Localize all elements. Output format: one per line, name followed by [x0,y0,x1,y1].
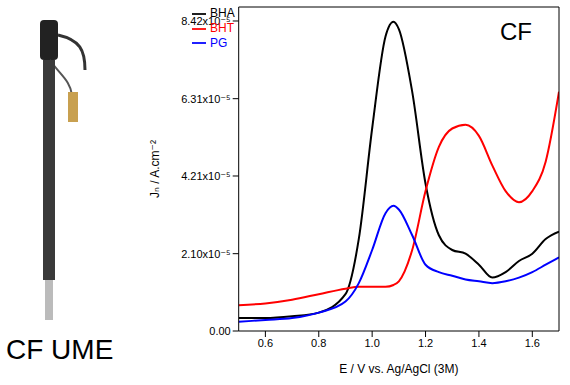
svg-text:1.4: 1.4 [471,337,486,349]
svg-text:E / V vs. Ag/AgCl (3M): E / V vs. Ag/AgCl (3M) [339,362,458,376]
svg-text:Jₙ / A.cm⁻²: Jₙ / A.cm⁻² [148,140,162,198]
svg-text:0.6: 0.6 [258,337,273,349]
svg-text:4.21x10⁻⁵: 4.21x10⁻⁵ [181,170,231,182]
svg-text:0.00: 0.00 [209,325,230,337]
svg-text:6.31x10⁻⁵: 6.31x10⁻⁵ [181,93,231,105]
svg-text:1.0: 1.0 [365,337,380,349]
svg-text:1.2: 1.2 [418,337,433,349]
svg-text:2.10x10⁻⁵: 2.10x10⁻⁵ [181,248,231,260]
svg-text:0.8: 0.8 [311,337,326,349]
svg-text:1.6: 1.6 [525,337,540,349]
svg-text:8.42x10⁻⁵: 8.42x10⁻⁵ [181,15,231,27]
